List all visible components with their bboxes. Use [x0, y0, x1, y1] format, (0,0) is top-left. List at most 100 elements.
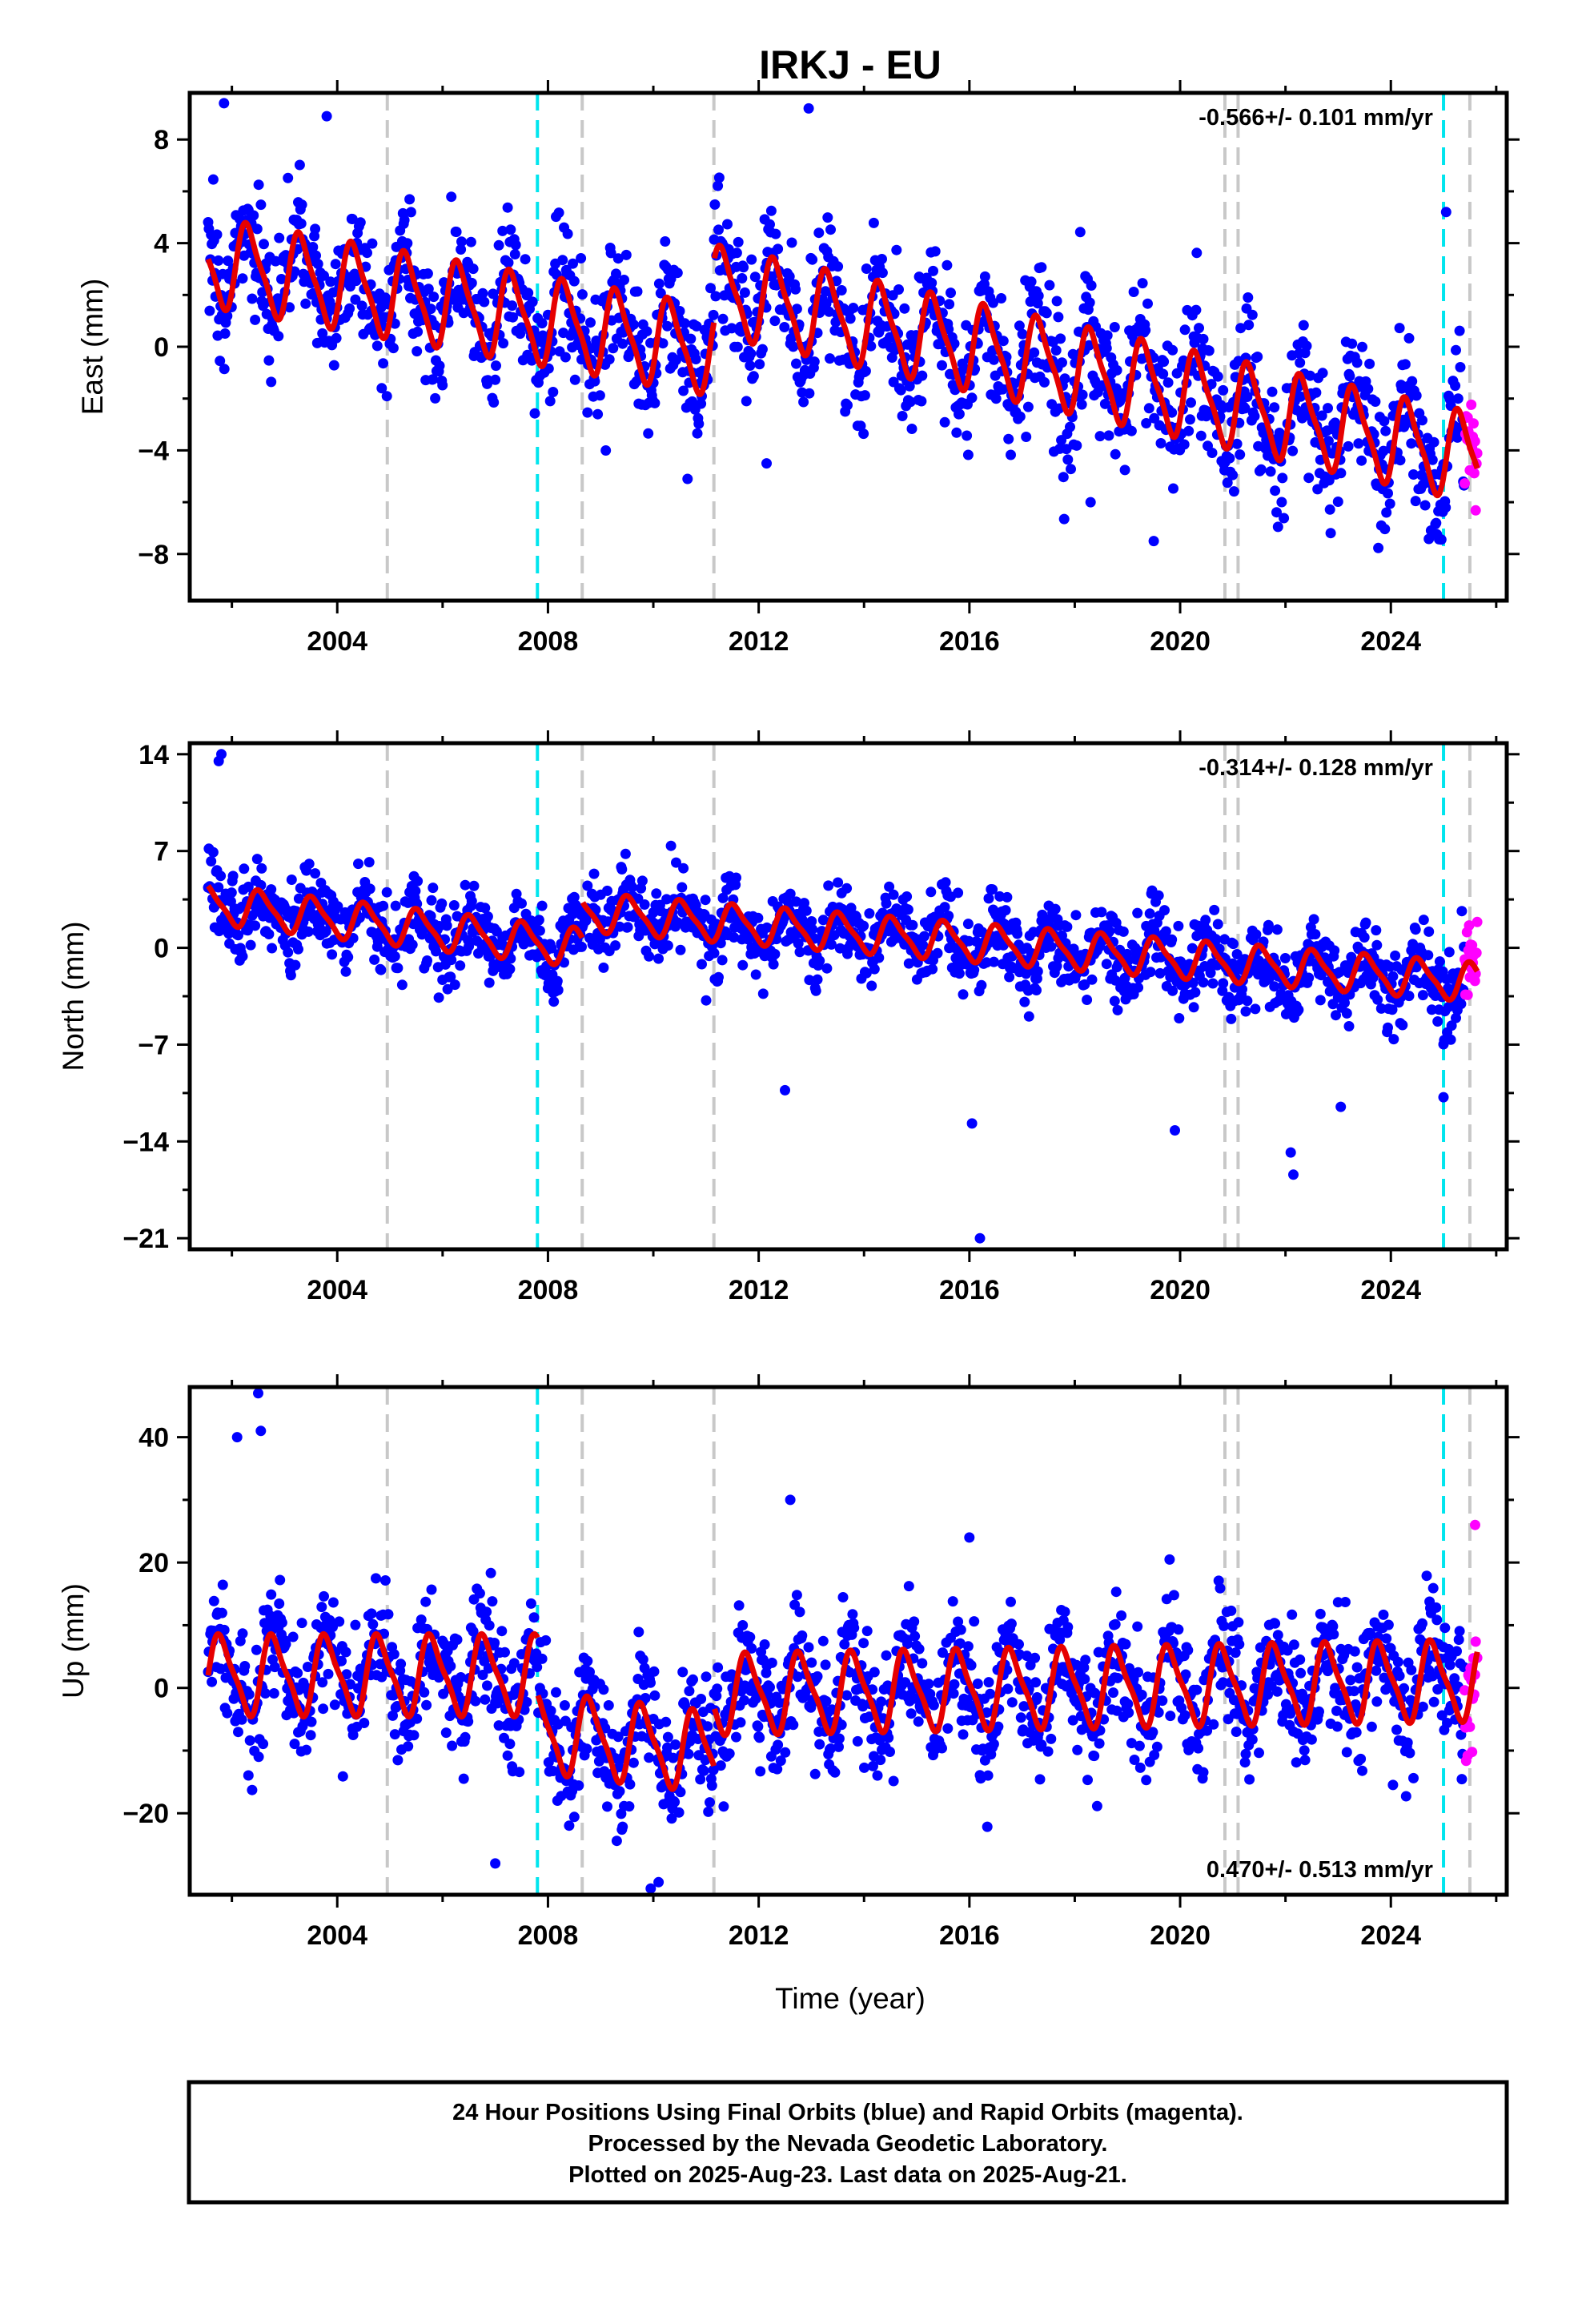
final-orbit-point — [1224, 452, 1235, 464]
final-orbit-point — [1072, 1744, 1083, 1755]
final-orbit-point — [1312, 484, 1323, 495]
final-orbit-point — [1022, 401, 1034, 412]
final-orbit-point — [366, 1608, 377, 1619]
final-orbit-point — [284, 302, 295, 313]
final-orbit-point — [948, 1688, 959, 1699]
final-orbit-point — [323, 1668, 334, 1679]
final-orbit-point — [452, 1634, 463, 1645]
final-orbit-point — [1279, 953, 1291, 963]
final-orbit-point — [1381, 507, 1392, 518]
final-orbit-point — [508, 312, 518, 323]
rapid-orbit-point — [1470, 968, 1481, 979]
final-orbit-point — [1387, 1004, 1398, 1015]
final-orbit-point — [433, 992, 444, 1003]
final-orbit-point — [754, 1732, 765, 1743]
final-orbit-point — [709, 199, 721, 210]
final-orbit-point — [1033, 290, 1044, 301]
final-orbit-point — [412, 875, 424, 887]
final-orbit-point — [285, 970, 296, 981]
outlier-point — [219, 98, 230, 109]
final-orbit-point — [510, 239, 521, 251]
final-orbit-point — [560, 352, 571, 363]
final-orbit-point — [1387, 1779, 1399, 1791]
final-orbit-point — [926, 277, 938, 288]
final-orbit-point — [1435, 534, 1447, 545]
final-orbit-point — [1014, 1638, 1024, 1650]
final-orbit-point — [1211, 934, 1221, 945]
final-orbit-point — [540, 1634, 552, 1646]
final-orbit-point — [1287, 1609, 1298, 1620]
final-orbit-point — [830, 316, 841, 328]
final-orbit-point — [548, 1766, 559, 1776]
final-orbit-point — [1371, 925, 1382, 936]
final-orbit-point — [622, 922, 633, 933]
final-orbit-point — [643, 428, 654, 439]
final-orbit-point — [1128, 287, 1139, 297]
final-orbit-point — [1179, 1710, 1191, 1721]
final-orbit-point — [347, 1730, 359, 1740]
final-orbit-point — [1002, 1683, 1014, 1695]
final-orbit-point — [1168, 483, 1178, 494]
final-orbit-point — [340, 966, 351, 977]
final-orbit-point — [280, 1638, 291, 1650]
final-orbit-point — [1159, 905, 1170, 916]
final-orbit-point — [389, 1729, 400, 1740]
final-orbit-point — [1363, 384, 1374, 395]
final-orbit-point — [858, 920, 869, 931]
final-orbit-point — [523, 287, 534, 299]
final-orbit-point — [546, 943, 557, 954]
final-orbit-point — [706, 1780, 717, 1791]
final-orbit-point — [865, 340, 877, 352]
final-orbit-point — [1303, 472, 1315, 484]
final-orbit-point — [785, 888, 796, 899]
final-orbit-point — [296, 1618, 307, 1629]
final-orbit-point — [1247, 1734, 1258, 1745]
final-orbit-point — [969, 964, 980, 975]
final-orbit-point — [1212, 371, 1223, 382]
final-orbit-point — [1403, 991, 1415, 1002]
final-orbit-point — [861, 263, 872, 274]
final-orbit-point — [636, 875, 648, 887]
final-orbit-point — [1080, 1655, 1091, 1666]
final-orbit-point — [1070, 910, 1082, 921]
final-orbit-point — [822, 212, 833, 223]
final-orbit-point — [996, 293, 1007, 304]
final-orbit-point — [1311, 387, 1322, 398]
final-orbit-point — [812, 1671, 823, 1682]
final-orbit-point — [814, 955, 825, 967]
final-orbit-point — [1295, 1667, 1307, 1679]
final-orbit-point — [266, 376, 277, 388]
final-orbit-point — [294, 159, 305, 171]
final-orbit-point — [624, 1801, 635, 1812]
final-orbit-point — [949, 1679, 960, 1690]
final-orbit-point — [1173, 920, 1184, 931]
final-orbit-point — [784, 271, 795, 282]
final-orbit-point — [1270, 485, 1281, 497]
final-orbit-point — [1209, 904, 1220, 915]
final-orbit-point — [283, 172, 294, 183]
final-orbit-point — [420, 1596, 432, 1607]
final-orbit-point — [491, 360, 501, 372]
final-orbit-point — [303, 858, 315, 870]
final-orbit-point — [909, 1616, 920, 1627]
final-orbit-point — [1079, 1674, 1090, 1685]
final-orbit-point — [327, 1597, 339, 1608]
final-orbit-point — [963, 935, 974, 947]
final-orbit-point — [493, 1720, 504, 1731]
final-orbit-point — [1143, 403, 1154, 414]
final-orbit-point — [505, 224, 516, 235]
final-orbit-point — [1331, 1721, 1343, 1732]
final-orbit-point — [737, 959, 749, 971]
final-orbit-point — [259, 1618, 270, 1629]
final-orbit-point — [891, 244, 902, 255]
final-orbit-point — [1059, 373, 1070, 384]
final-orbit-point — [927, 963, 938, 975]
final-orbit-point — [1082, 995, 1093, 1005]
final-orbit-point — [1023, 1011, 1034, 1022]
final-orbit-point — [899, 303, 910, 314]
final-orbit-point — [1244, 1774, 1255, 1785]
final-orbit-point — [1155, 438, 1166, 448]
final-orbit-point — [798, 396, 809, 408]
final-orbit-point — [641, 326, 652, 337]
final-orbit-point — [300, 298, 311, 309]
